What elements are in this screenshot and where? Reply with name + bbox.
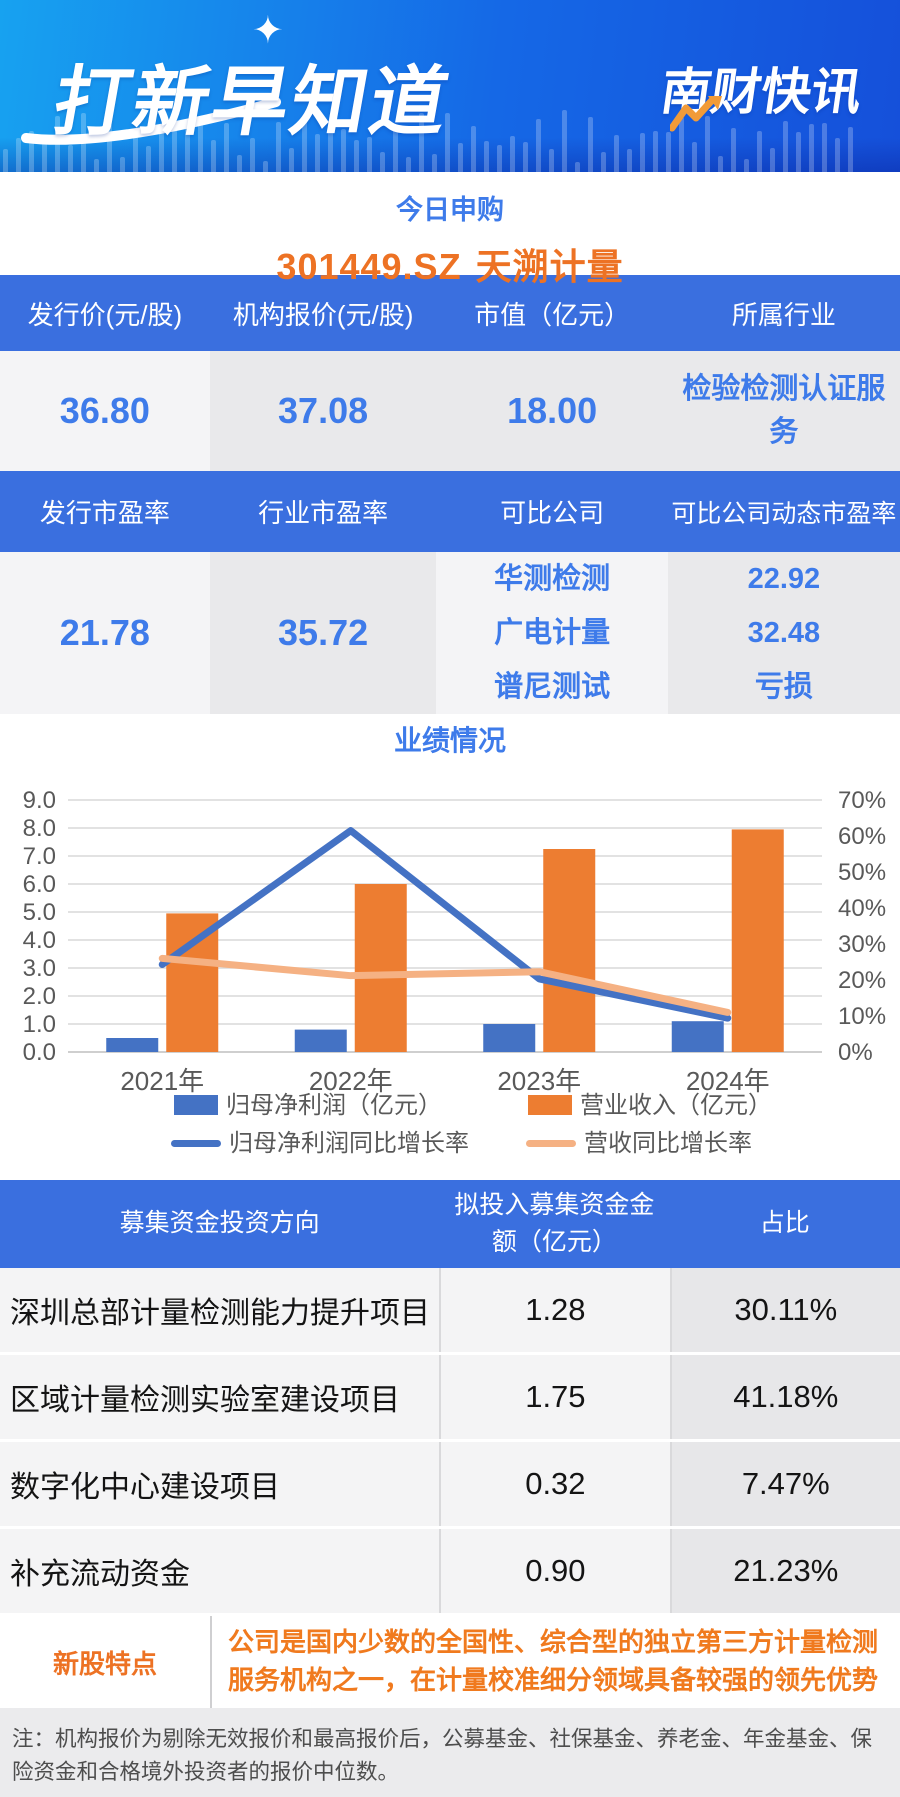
fund-ratio: 41.18% [669,1355,900,1439]
comparable-company-pe: 22.92 [747,563,821,595]
svg-text:40%: 40% [838,895,886,922]
svg-text:归母净利润同比增长率: 归母净利润同比增长率 [229,1130,469,1157]
fund-amount: 0.32 [439,1442,670,1526]
comparable-company-name: 华测检测 [494,563,611,595]
market-cap-header: 市值（亿元） [474,299,631,330]
page-title: 打新早知道 [47,60,458,145]
fund-ratio: 7.47% [669,1442,900,1526]
new-stock-features-row: 新股特点 公司是国内少数的全国性、综合型的独立第三方计量检测服务机构之一，在计量… [0,1616,900,1708]
sparkle-icon: ✦ [252,10,284,52]
svg-text:5.0: 5.0 [23,899,56,926]
svg-text:2021年: 2021年 [120,1066,204,1096]
issue-info-value-row: 36.80 37.08 18.00 检验检测认证服务 [0,351,900,471]
table-row: 补充流动资金 0.90 21.23% [0,1529,900,1616]
fund-amount: 1.28 [439,1268,670,1352]
issue-price-value: 36.80 [0,351,210,471]
subscription-section: 今日申购 301449.SZ 天溯计量 [0,172,900,287]
issue-info-header-row: 发行价(元/股) 机构报价(元/股) 市值（亿元） 所属行业 [0,275,900,351]
industry-header: 所属行业 [731,299,836,330]
fund-direction: 数字化中心建设项目 [0,1442,440,1526]
fund-direction: 区域计量检测实验室建设项目 [0,1355,440,1439]
svg-text:0%: 0% [838,1039,873,1066]
svg-text:10%: 10% [838,1003,886,1030]
svg-text:归母净利润（亿元）: 归母净利润（亿元） [226,1092,442,1119]
performance-section: 业绩情况 0.0 1.0 2.0 3.0 4.0 5.0 6.0 7.0 8.0 9.0 0% 10%… [0,713,900,1180]
svg-text:70%: 70% [838,787,886,814]
comparable-pe-list: 22.92 32.48 亏损 [667,552,900,714]
svg-text:1.0: 1.0 [23,1011,56,1038]
comparable-company-list: 华测检测 广电计量 谱尼测试 [436,552,668,714]
stock-name: 天溯计量 [475,246,624,287]
svg-text:2022年: 2022年 [309,1066,393,1096]
fund-amount: 0.90 [439,1529,670,1613]
pe-header-row: 发行市盈率 行业市盈率 可比公司 可比公司动态市盈率 [0,471,900,552]
svg-text:0.0: 0.0 [23,1039,56,1066]
institution-quote-value: 37.08 [209,351,437,471]
svg-text:2024年: 2024年 [686,1066,770,1096]
comparable-company-pe: 32.48 [747,617,821,649]
comparable-companies-header: 可比公司 [500,498,605,528]
equalizer-bars-decoration [0,94,900,172]
industry-pe-value: 35.72 [209,552,437,714]
svg-text:30%: 30% [838,931,886,958]
fund-table-header-row: 募集资金投资方向 拟投入募集资金金额（亿元） 占比 [0,1180,900,1268]
svg-text:4.0: 4.0 [23,927,56,954]
market-cap-value: 18.00 [436,351,668,471]
svg-text:营业收入（亿元）: 营业收入（亿元） [580,1092,772,1119]
fund-direction-header: 募集资金投资方向 [119,1209,320,1238]
fund-direction: 补充流动资金 [0,1529,440,1613]
table-row: 深圳总部计量检测能力提升项目 1.28 30.11% [0,1268,900,1355]
fund-ratio-header: 占比 [759,1209,810,1238]
svg-text:7.0: 7.0 [23,843,56,870]
fund-ratio: 21.23% [669,1529,900,1613]
fund-direction: 深圳总部计量检测能力提升项目 [0,1268,440,1352]
subscription-label: 今日申购 [396,195,504,225]
pe-value-row: 21.78 35.72 华测检测 广电计量 谱尼测试 22.92 32.48 亏… [0,552,900,714]
table-row: 数字化中心建设项目 0.32 7.47% [0,1442,900,1529]
issue-pe-value: 21.78 [0,552,210,714]
svg-text:20%: 20% [838,967,886,994]
fund-amount: 1.75 [439,1355,670,1439]
header-banner: 打新早知道 ✦ 南财快讯 [0,0,900,172]
institution-quote-header: 机构报价(元/股) [232,299,414,330]
trend-arrow-icon [670,96,722,132]
svg-text:60%: 60% [838,823,886,850]
svg-text:3.0: 3.0 [23,955,56,982]
features-text: 公司是国内少数的全国性、综合型的独立第三方计量检测服务机构之一，在计量校准细分领… [228,1627,879,1695]
svg-text:2.0: 2.0 [23,983,56,1010]
svg-text:2023年: 2023年 [497,1066,581,1096]
comparable-company-name: 谱尼测试 [494,671,611,703]
footnote: 注：机构报价为剔除无效报价和最高报价后，公募基金、社保基金、养老金、年金基金、保… [0,1708,900,1797]
swoosh-icon [21,97,281,145]
features-label: 新股特点 [0,1616,212,1708]
svg-text:50%: 50% [838,859,886,886]
fund-ratio: 30.11% [669,1268,900,1352]
comparable-pe-header: 可比公司动态市盈率 [671,499,897,528]
svg-text:6.0: 6.0 [23,871,56,898]
table-row: 区域计量检测实验室建设项目 1.75 41.18% [0,1355,900,1442]
issue-price-header: 发行价(元/股) [27,299,183,330]
issue-pe-header: 发行市盈率 [39,498,170,528]
svg-text:8.0: 8.0 [23,815,56,842]
fund-amount-header: 拟投入募集资金金额（亿元） [454,1190,655,1257]
comparable-company-pe: 亏损 [754,671,813,703]
stock-title: 301449.SZ 天溯计量 [0,238,900,290]
svg-text:9.0: 9.0 [23,787,56,814]
industry-value: 检验检测认证服务 [667,351,900,471]
industry-pe-header: 行业市盈率 [258,498,389,528]
comparable-company-name: 广电计量 [494,617,611,649]
stock-code: 301449.SZ [276,246,462,287]
svg-text:营收同比增长率: 营收同比增长率 [584,1130,752,1157]
performance-combo-chart: 0.01.02.03.04.05.06.07.08.09.0 0% 10% 20% 30… [23,787,886,1157]
performance-chart-title: 业绩情况 [393,725,506,756]
